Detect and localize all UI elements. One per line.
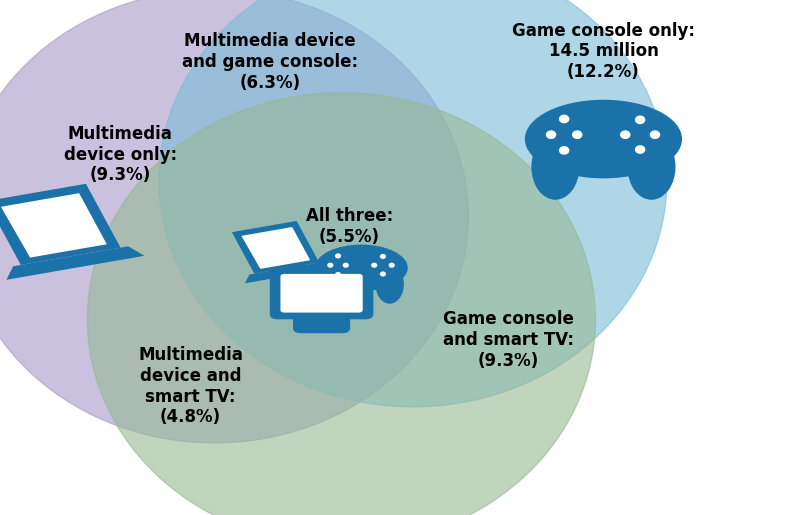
Ellipse shape: [353, 253, 370, 266]
Ellipse shape: [572, 130, 583, 139]
Polygon shape: [241, 227, 310, 269]
Ellipse shape: [314, 245, 408, 291]
Ellipse shape: [318, 265, 347, 304]
Ellipse shape: [371, 263, 377, 268]
Ellipse shape: [376, 265, 404, 304]
Polygon shape: [1, 193, 107, 258]
Ellipse shape: [380, 254, 386, 259]
Polygon shape: [314, 314, 330, 322]
Text: Multimedia
device and
smart TV:
(4.8%): Multimedia device and smart TV: (4.8%): [138, 346, 243, 426]
Ellipse shape: [627, 134, 676, 200]
FancyBboxPatch shape: [293, 316, 350, 333]
Ellipse shape: [159, 0, 667, 407]
Ellipse shape: [335, 253, 341, 259]
Text: All three:
(5.5%): All three: (5.5%): [306, 207, 393, 246]
Ellipse shape: [588, 115, 619, 137]
Ellipse shape: [620, 130, 630, 139]
Ellipse shape: [545, 130, 557, 139]
Ellipse shape: [87, 93, 596, 515]
Ellipse shape: [559, 146, 569, 155]
Polygon shape: [0, 184, 121, 265]
Ellipse shape: [649, 130, 661, 139]
Ellipse shape: [635, 115, 646, 124]
Ellipse shape: [380, 271, 386, 277]
Polygon shape: [232, 221, 319, 273]
Text: Game console only:
14.5 million
(12.2%): Game console only: 14.5 million (12.2%): [512, 22, 695, 81]
Ellipse shape: [635, 145, 646, 154]
Ellipse shape: [525, 100, 682, 178]
Text: Game console
and smart TV:
(9.3%): Game console and smart TV: (9.3%): [443, 310, 573, 370]
Ellipse shape: [0, 0, 468, 443]
FancyBboxPatch shape: [280, 274, 363, 313]
Polygon shape: [6, 246, 145, 280]
Text: Multimedia
device only:
(9.3%): Multimedia device only: (9.3%): [64, 125, 176, 184]
Polygon shape: [245, 262, 335, 283]
FancyBboxPatch shape: [270, 265, 373, 319]
Ellipse shape: [559, 115, 569, 123]
Ellipse shape: [343, 263, 349, 268]
Ellipse shape: [388, 263, 395, 268]
Text: Multimedia device
and game console:
(6.3%): Multimedia device and game console: (6.3…: [182, 32, 358, 92]
Ellipse shape: [335, 272, 341, 277]
Ellipse shape: [531, 134, 580, 200]
Ellipse shape: [327, 263, 333, 268]
